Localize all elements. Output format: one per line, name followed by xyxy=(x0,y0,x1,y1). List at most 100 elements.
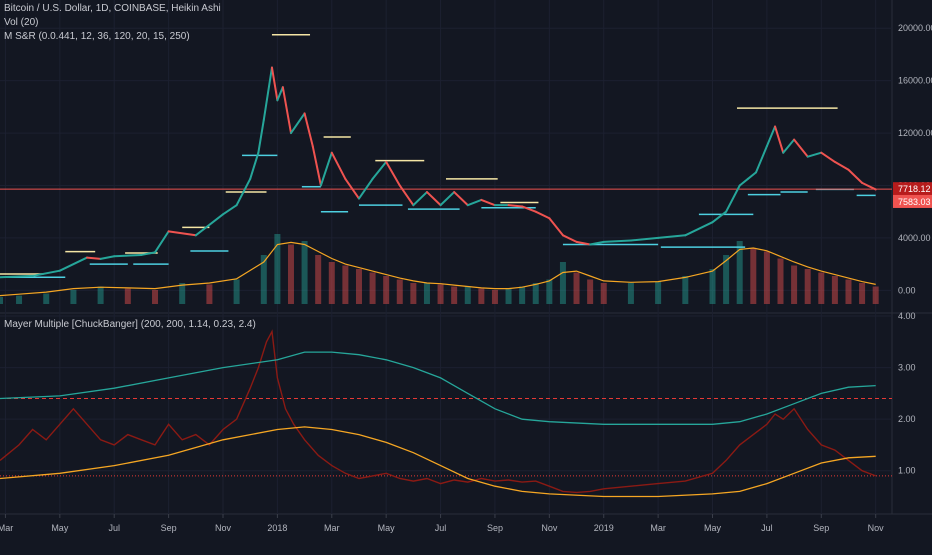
volume-bar xyxy=(709,269,716,304)
volume-legend[interactable]: Vol (20) xyxy=(4,17,39,28)
price-segment xyxy=(861,181,877,191)
price-segment xyxy=(684,221,714,237)
last-price-badge xyxy=(893,182,932,196)
price-tick-label: 0.00 xyxy=(898,285,916,295)
lower-band-line xyxy=(0,426,876,498)
x-tick-label: Nov xyxy=(215,523,232,533)
volume-bar xyxy=(804,269,811,304)
price-segment xyxy=(311,145,322,187)
volume-bar xyxy=(559,262,566,304)
x-tick-label: Jul xyxy=(108,523,120,533)
mayer-tick-label: 4.00 xyxy=(898,311,916,321)
x-tick-label: Sep xyxy=(813,523,829,533)
volume-bar xyxy=(43,293,50,304)
volume-bar xyxy=(505,288,512,304)
volume-bar xyxy=(355,269,362,304)
price-segment xyxy=(330,151,347,180)
volume-bar xyxy=(682,276,689,304)
sr-indicator-legend[interactable]: M S&R (0.0.441, 12, 36, 120, 20, 15, 250… xyxy=(4,31,190,42)
volume-bar xyxy=(723,255,730,304)
volume-bar xyxy=(600,283,607,304)
price-segment xyxy=(276,86,284,102)
price-segment xyxy=(793,138,809,158)
symbol-title[interactable]: Bitcoin / U.S. Dollar, 1D, COINBASE, Hei… xyxy=(4,3,221,14)
volume-bar xyxy=(845,279,852,304)
price-segment xyxy=(657,234,687,239)
price-segment xyxy=(167,230,197,237)
price-segment xyxy=(806,151,823,158)
price-tick-label: 16000.00 xyxy=(898,76,932,86)
price-tick-label: 12000.00 xyxy=(898,128,932,138)
volume-bar xyxy=(872,286,879,304)
price-segment xyxy=(31,269,61,277)
volume-bar xyxy=(274,234,281,304)
price-segment xyxy=(820,151,836,163)
price-segment xyxy=(439,191,456,207)
price-segment xyxy=(575,240,592,246)
price-segment xyxy=(453,191,469,207)
price-segment xyxy=(602,239,632,243)
price-segment xyxy=(548,217,564,237)
price-segment xyxy=(235,177,252,207)
x-tick-label: Sep xyxy=(161,523,177,533)
price-segment xyxy=(371,160,388,180)
main-legend: Bitcoin / U.S. Dollar, 1D, COINBASE, Hei… xyxy=(4,2,221,44)
volume-bar xyxy=(750,248,757,304)
price-segment xyxy=(765,125,777,148)
price-segment xyxy=(270,66,279,102)
volume-bar xyxy=(396,279,403,304)
x-tick-label: Mar xyxy=(650,523,666,533)
volume-bar xyxy=(655,281,662,304)
x-tick-label: May xyxy=(51,523,69,533)
volume-bar xyxy=(124,288,131,304)
volume-bar xyxy=(315,255,322,304)
volume-bar xyxy=(383,276,390,304)
x-tick-label: Nov xyxy=(868,523,885,533)
volume-bar xyxy=(859,283,866,304)
volume-bar xyxy=(478,288,485,304)
volume-bar xyxy=(451,286,458,304)
mayer-tick-label: 2.00 xyxy=(898,414,916,424)
upper-band-line xyxy=(0,351,876,425)
price-tick-label: 4000.00 xyxy=(898,233,931,243)
price-segment xyxy=(629,236,660,242)
x-tick-label: Mar xyxy=(324,523,340,533)
price-segment xyxy=(746,171,758,180)
price-segment xyxy=(480,198,496,207)
volume-bar xyxy=(627,283,634,304)
price-segment xyxy=(589,240,605,246)
price-segment xyxy=(507,204,524,208)
x-tick-label: May xyxy=(378,523,396,533)
volume-bar xyxy=(831,276,838,304)
volume-bar xyxy=(532,283,539,304)
price-segment xyxy=(711,210,728,224)
mayer-indicator-title[interactable]: Mayer Multiple [ChuckBanger] (200, 200, … xyxy=(4,319,256,330)
volume-bar xyxy=(587,279,594,304)
volume-bar xyxy=(301,241,308,304)
volume-bar xyxy=(818,272,825,304)
volume-bar xyxy=(777,258,784,304)
price-segment xyxy=(262,66,273,121)
price-segment xyxy=(847,168,864,184)
price-segment xyxy=(425,191,442,207)
price-segment xyxy=(58,256,89,272)
price-segment xyxy=(154,230,170,254)
volume-bar xyxy=(491,290,498,304)
volume-bar xyxy=(410,283,417,304)
x-tick-label: May xyxy=(704,523,722,533)
volume-bar xyxy=(546,279,553,304)
volume-bar xyxy=(437,284,444,304)
volume-bar xyxy=(287,244,294,304)
price-segment xyxy=(412,191,428,207)
price-segment xyxy=(774,125,785,154)
price-segment xyxy=(385,160,401,187)
price-segment xyxy=(466,198,483,207)
volume-bar xyxy=(342,265,349,304)
price-segment xyxy=(249,151,260,180)
price-segment xyxy=(755,145,768,174)
volume-bar xyxy=(97,286,104,304)
volume-bar xyxy=(791,265,798,304)
volume-bar xyxy=(736,241,743,304)
